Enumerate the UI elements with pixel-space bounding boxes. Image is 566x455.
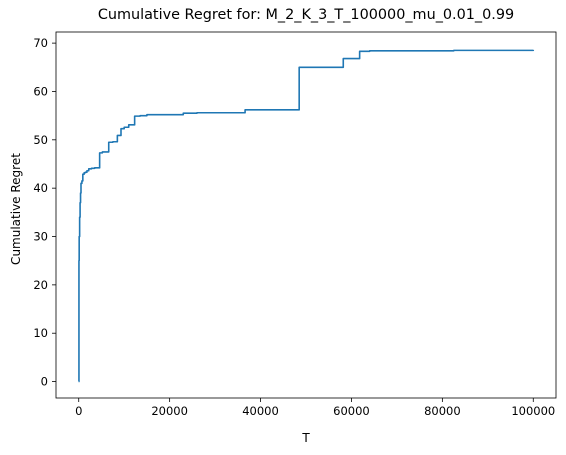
plot-frame [55, 31, 557, 399]
y-tick-label: 10 [33, 326, 48, 340]
series-layer [78, 49, 535, 383]
y-tick-label: 70 [33, 36, 48, 50]
y-axis-label: Cumulative Regret [9, 153, 23, 265]
x-tick-label: 0 [75, 404, 82, 418]
y-tick-label: 0 [41, 375, 48, 389]
y-tick-label: 20 [33, 278, 48, 292]
y-tick-label: 60 [33, 84, 48, 98]
x-tick-label: 80000 [424, 404, 461, 418]
x-tick-label: 60000 [333, 404, 370, 418]
x-tick-label: 40000 [242, 404, 279, 418]
plot-area [56, 32, 556, 398]
y-axis: 0 10 20 30 40 50 60 70 [33, 36, 56, 389]
x-axis: 0 20000 40000 60000 80000 100000 [75, 398, 555, 418]
y-tick-label: 30 [33, 230, 48, 244]
chart-title: Cumulative Regret for: M_2_K_3_T_100000_… [98, 7, 514, 23]
x-axis-label: T [301, 431, 310, 445]
y-tick-label: 40 [33, 181, 48, 195]
y-tick-label: 50 [33, 133, 48, 147]
series-line [78, 49, 535, 383]
x-tick-label: 100000 [511, 404, 555, 418]
x-tick-label: 20000 [151, 404, 188, 418]
